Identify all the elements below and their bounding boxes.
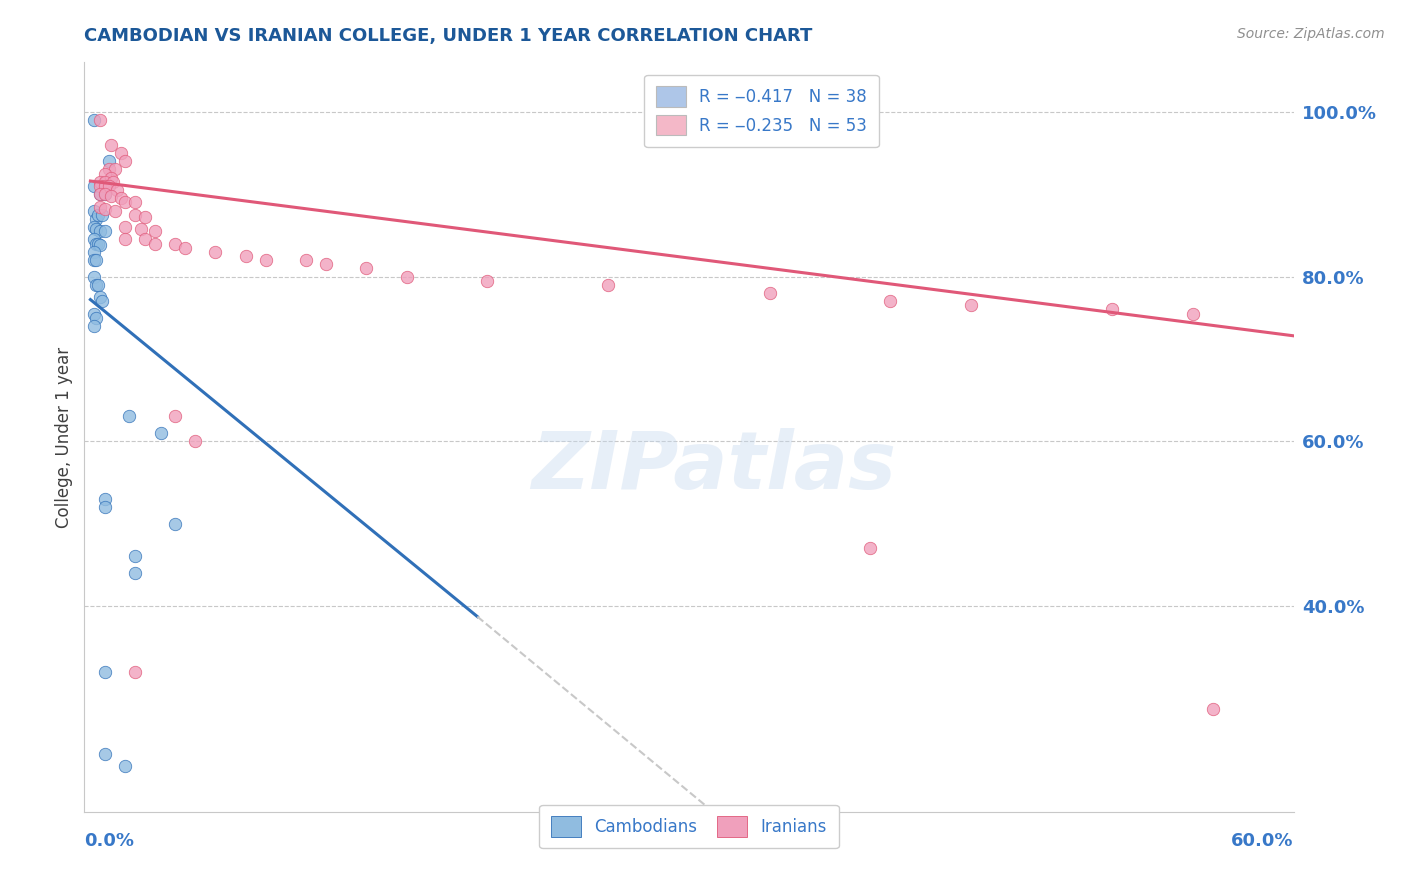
Point [143,236,166,251]
Point [93,224,115,238]
Point [86,310,108,325]
Point [235,249,257,263]
Point [104,203,127,218]
Point [879,294,901,309]
Point [104,162,127,177]
Point [83,244,105,259]
Point [86,277,108,292]
Point [143,224,166,238]
Text: Source: ZipAtlas.com: Source: ZipAtlas.com [1237,27,1385,41]
Point [110,191,132,205]
Point [97,154,120,169]
Point [83,178,105,193]
Point [134,211,156,225]
Point [204,244,226,259]
Point [87,277,110,292]
Point [91,208,114,222]
Point [124,549,146,564]
Point [1181,307,1204,321]
Point [110,146,132,161]
Point [165,409,187,424]
Point [89,113,111,128]
Point [89,224,111,238]
Point [83,113,105,128]
Point [1202,702,1225,716]
Point [83,203,105,218]
Point [93,747,115,761]
Text: 60.0%: 60.0% [1232,832,1294,850]
Point [89,187,111,202]
Point [83,232,105,246]
Point [89,290,111,304]
Point [124,665,146,679]
Point [100,137,122,152]
Point [1101,302,1123,317]
Point [93,202,115,216]
Point [124,195,146,210]
Point [124,208,146,222]
Point [114,232,136,246]
Point [477,274,499,288]
Point [118,409,141,424]
Point [254,253,277,268]
Text: 0.0%: 0.0% [84,832,135,850]
Point [295,253,318,268]
Legend: Cambodians, Iranians: Cambodians, Iranians [540,805,838,848]
Point [315,257,337,271]
Point [83,269,105,284]
Point [93,167,115,181]
Point [87,208,110,222]
Point [124,566,146,580]
Point [87,236,110,251]
Point [89,238,111,252]
Point [86,211,108,226]
Point [758,285,780,300]
Point [395,269,418,284]
Point [184,434,207,449]
Y-axis label: College, Under 1 year: College, Under 1 year [55,346,73,528]
Point [859,541,882,556]
Point [86,253,108,268]
Point [174,241,197,255]
Point [93,500,115,514]
Point [83,307,105,321]
Point [83,253,105,268]
Point [356,261,378,276]
Text: ZIPatlas: ZIPatlas [530,428,896,506]
Point [89,200,111,214]
Point [114,195,136,210]
Point [129,221,152,235]
Point [101,175,124,189]
Point [89,178,111,193]
Point [100,170,122,185]
Point [93,187,115,202]
Point [105,183,128,197]
Point [165,516,187,531]
Point [89,175,111,189]
Point [134,232,156,246]
Point [93,665,115,679]
Point [598,277,620,292]
Point [93,491,115,506]
Point [83,220,105,235]
Point [86,221,108,235]
Point [93,175,115,189]
Point [97,162,120,177]
Point [114,759,136,773]
Point [89,187,111,202]
Point [97,178,120,193]
Point [86,236,108,251]
Text: CAMBODIAN VS IRANIAN COLLEGE, UNDER 1 YEAR CORRELATION CHART: CAMBODIAN VS IRANIAN COLLEGE, UNDER 1 YE… [84,27,813,45]
Point [100,189,122,203]
Point [165,236,187,251]
Point [93,187,115,202]
Point [91,294,114,309]
Point [83,318,105,333]
Point [93,178,115,193]
Point [114,154,136,169]
Point [114,220,136,235]
Point [960,298,983,312]
Point [149,425,172,440]
